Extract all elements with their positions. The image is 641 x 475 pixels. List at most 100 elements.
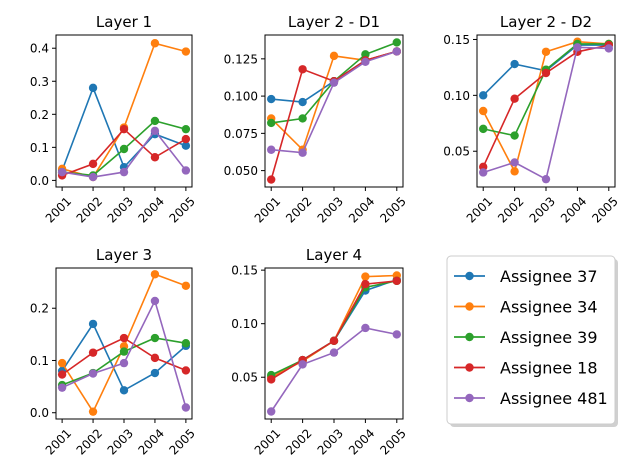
data-point (181, 339, 191, 348)
data-point (181, 281, 191, 290)
panel-layer-2-d1: Layer 2 - D1 0.050 0.075 0.100 0.125 2001 2002… (224, 13, 409, 226)
series-line (61, 42, 187, 179)
series-assignee-37 (57, 319, 191, 395)
y-tick-label: 0.05 (231, 371, 258, 385)
data-point (298, 360, 307, 369)
y-tick-label: 0.0 (30, 406, 49, 420)
panel-title: Layer 4 (306, 246, 362, 264)
series-assignee-481 (267, 323, 401, 416)
series-assignee-481 (57, 126, 191, 182)
data-point (57, 370, 67, 379)
data-point (510, 131, 519, 140)
series-assignee-34 (267, 271, 401, 382)
series-assignee-18 (57, 333, 191, 379)
series-assignee-481 (479, 43, 613, 184)
data-point (119, 124, 129, 134)
data-point (119, 347, 129, 356)
data-point (479, 124, 488, 134)
x-tick-label: 2004 (346, 426, 377, 457)
data-point (181, 366, 191, 375)
panel-layer-1: Layer 1 0.0 0.1 0.2 0.3 0.4 2001 2002 2003 2004 20… (30, 13, 198, 226)
data-point (267, 407, 276, 416)
data-point (361, 323, 370, 333)
data-point (57, 358, 67, 368)
series-line (270, 279, 398, 378)
legend-entry-assignee-18: Assignee 18 (454, 359, 598, 378)
plot-frame (476, 34, 616, 188)
panel-layer-2-d2: Layer 2 - D2 0.05 0.10 0.15 2001 2002 2003 2004… (443, 13, 621, 226)
data-point (88, 348, 98, 357)
data-point (119, 358, 129, 368)
data-point (119, 386, 129, 395)
x-tick-label: 2005 (377, 194, 408, 225)
panel-title: Layer 1 (96, 13, 152, 31)
data-point (392, 38, 401, 47)
legend-label: Assignee 18 (500, 359, 598, 378)
y-tick-label: 0.2 (30, 302, 49, 316)
x-tick-label: 2001 (252, 426, 283, 457)
x-tick-label: 2001 (464, 194, 495, 225)
series-line (270, 280, 397, 376)
data-point (181, 124, 191, 134)
data-point (150, 153, 160, 162)
y-tick-label: 0.050 (224, 164, 258, 178)
series-line (482, 40, 609, 174)
x-tick-label: 2004 (346, 194, 377, 225)
y-tick-label: 0.15 (231, 264, 258, 278)
data-point (150, 333, 160, 343)
data-point (119, 144, 129, 154)
y-tick-label: 0.125 (224, 52, 258, 66)
data-point (392, 330, 401, 339)
data-point (88, 172, 98, 182)
y-tick-label: 0.15 (443, 33, 470, 47)
y-tick-label: 0.05 (443, 145, 470, 159)
data-point (329, 348, 339, 357)
legend: Assignee 37 Assignee 34 Assignee 39 Assigne… (446, 255, 618, 427)
x-tick-label: 2001 (252, 194, 283, 225)
x-tick-label: 2003 (527, 194, 558, 225)
data-point (57, 383, 67, 392)
data-point (150, 39, 160, 48)
series-line (483, 43, 609, 137)
y-tick-label: 0.100 (224, 90, 258, 104)
x-tick-label: 2005 (589, 194, 620, 225)
data-point (181, 47, 191, 56)
data-point (392, 276, 401, 286)
data-point (88, 369, 98, 378)
data-point (267, 145, 276, 154)
y-tick-label: 0.10 (231, 317, 258, 331)
legend-marker (465, 393, 474, 403)
data-point (150, 353, 160, 363)
x-tick-label: 2004 (558, 194, 589, 225)
series-line (270, 274, 397, 378)
series-assignee-37 (267, 275, 401, 382)
x-tick-label: 2005 (377, 426, 408, 457)
data-point (541, 174, 551, 184)
x-tick-label: 2001 (43, 426, 74, 457)
series-line (270, 50, 398, 180)
data-point (267, 375, 276, 384)
x-tick-label: 2005 (166, 194, 197, 225)
x-tick-label: 2005 (166, 426, 197, 457)
data-point (181, 403, 191, 412)
x-tick-label: 2003 (105, 426, 136, 457)
data-point (361, 272, 370, 281)
x-tick-label: 2002 (495, 194, 526, 225)
y-tick-label: 0.10 (443, 89, 470, 103)
panel-title: Layer 2 - D1 (288, 13, 380, 31)
data-point (150, 116, 160, 126)
y-tick-label: 0.3 (30, 75, 49, 89)
series-assignee-39 (267, 276, 401, 380)
series-assignee-481 (267, 47, 401, 157)
data-point (479, 168, 488, 177)
x-tick-label: 2003 (105, 194, 136, 225)
data-point (392, 47, 401, 56)
x-tick-label: 2002 (74, 194, 105, 225)
x-tick-label: 2003 (315, 194, 346, 225)
x-tick-label: 2004 (136, 194, 167, 225)
series-assignee-18 (479, 40, 613, 172)
x-tick-label: 2001 (43, 194, 74, 225)
data-point (298, 148, 307, 157)
data-point (361, 57, 370, 67)
